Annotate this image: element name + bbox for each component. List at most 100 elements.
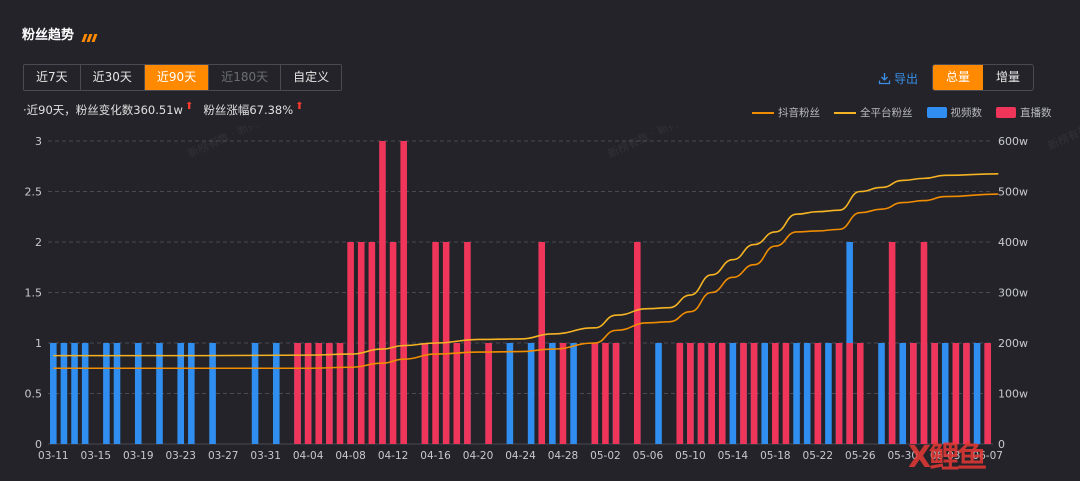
live-count-bar <box>368 242 376 444</box>
watermark-logo: X鲤鱼 <box>908 440 987 475</box>
video-count-bar <box>177 343 185 444</box>
export-button[interactable]: 导出 <box>878 70 918 87</box>
video-count-bar <box>251 343 259 444</box>
douyin-fans-line <box>53 193 999 370</box>
video-count-bar <box>803 343 811 444</box>
x-tick-label: 05-10 <box>675 450 706 462</box>
x-tick-label: 06-07 <box>972 450 1003 462</box>
live-count-bar <box>304 343 312 444</box>
x-tick-label: 05-14 <box>718 450 749 462</box>
y-tick-label-right: 400w <box>998 236 1028 249</box>
y-tick-label-right: 200w <box>998 337 1028 350</box>
live-count-bar <box>931 343 938 444</box>
video-count-bar <box>81 343 89 444</box>
live-count-bar <box>846 343 853 444</box>
rise-arrow-icon: ⬆ <box>184 100 194 112</box>
live-count-bar <box>772 343 779 444</box>
legend-line-icon <box>752 111 774 114</box>
fans-growth-text: 粉丝涨幅67.38% <box>203 103 294 117</box>
video-count-bar <box>793 343 800 444</box>
x-tick-label: 04-12 <box>378 450 409 462</box>
y-tick-label-left: 1.5 <box>25 287 43 300</box>
y-tick-label-right: 500w <box>998 186 1028 199</box>
x-tick-label: 05-22 <box>803 450 834 462</box>
live-count-bar <box>835 343 843 444</box>
x-tick-label: 03-11 <box>38 450 69 462</box>
x-tick-label: 03-15 <box>81 450 112 462</box>
live-count-bar <box>676 343 684 444</box>
legend-item-douyin[interactable]: 抖音粉丝 <box>752 105 820 120</box>
video-count-bar <box>188 343 195 444</box>
watermark-text: 新榜有数 · 新抖 <box>185 126 260 161</box>
video-count-bar <box>729 343 737 444</box>
range-180d-button[interactable]: 近180天 <box>209 65 282 90</box>
y-tick-label-left: 3 <box>35 135 42 148</box>
x-tick-label: 04-16 <box>420 450 451 462</box>
live-count-bar <box>400 141 407 444</box>
live-count-bar <box>750 343 758 444</box>
y-tick-label-left: 2 <box>35 236 42 249</box>
y-tick-label-right: 0 <box>998 438 1005 451</box>
fans-trend-chart: 0 0.5 1 1.5 2 2.5 3 0 100w 200w 300w 400w 500w 600w 03… <box>25 126 1080 462</box>
y-tick-label-left: 0 <box>35 438 42 451</box>
live-count-bar <box>379 141 386 444</box>
video-count-bar <box>825 343 832 444</box>
y-tick-label-left: 2.5 <box>25 186 43 199</box>
legend-item-video[interactable]: 视频数 <box>926 105 982 120</box>
video-count-bar <box>156 343 163 444</box>
live-count-bar <box>888 242 896 444</box>
watermark-text: 新榜有数 · 新抖 <box>605 126 680 161</box>
y-tick-label-right: 600w <box>998 135 1028 148</box>
x-tick-label: 04-28 <box>548 450 579 462</box>
legend-label: 直播数 <box>1020 107 1052 119</box>
increment-toggle-button[interactable]: 增量 <box>995 70 1020 84</box>
live-count-bar <box>538 242 546 444</box>
legend-box-icon <box>926 107 947 118</box>
x-tick-label: 05-18 <box>760 450 791 462</box>
metric-toggle: 总量 增量 <box>932 64 1034 91</box>
live-count-bar <box>687 343 694 444</box>
x-tick-label: 06-03 <box>930 450 961 462</box>
live-count-bar <box>634 242 641 444</box>
y-tick-label-right: 100w <box>998 388 1028 401</box>
live-count-bar <box>453 343 461 444</box>
video-count-bar <box>899 343 907 444</box>
x-tick-label: 05-06 <box>633 450 664 462</box>
total-toggle-button[interactable]: 总量 <box>933 65 983 90</box>
legend-item-live[interactable]: 直播数 <box>996 105 1052 120</box>
video-count-bar <box>527 343 535 444</box>
video-count-bar <box>549 343 556 444</box>
y-tick-label-left: 1 <box>35 337 42 350</box>
live-count-bar <box>315 343 323 444</box>
video-count-bar <box>71 343 78 444</box>
live-count-bar <box>920 242 928 444</box>
live-count-bar <box>718 343 726 444</box>
video-count-bar <box>761 343 769 444</box>
range-30d-button[interactable]: 近30天 <box>80 65 145 90</box>
video-count-bar <box>570 343 577 444</box>
range-7d-button[interactable]: 近7天 <box>24 65 81 90</box>
all-platform-fans-line <box>53 173 999 357</box>
export-label: 导出 <box>894 72 919 86</box>
video-count-bar <box>973 343 981 444</box>
range-90d-button[interactable]: 近90天 <box>144 65 210 90</box>
live-count-bar <box>485 343 492 444</box>
video-count-bar <box>655 343 662 444</box>
video-count-bar <box>103 343 110 444</box>
live-count-bar <box>856 343 864 444</box>
download-icon <box>878 73 891 85</box>
live-count-bar <box>984 343 991 444</box>
rise-arrow-icon: ⬆ <box>295 100 304 112</box>
live-count-bar <box>559 343 567 444</box>
y-tick-label-left: 0.5 <box>25 388 43 401</box>
legend-item-all-platform[interactable]: 全平台粉丝 <box>834 105 913 120</box>
x-tick-label: 03-31 <box>250 450 281 462</box>
x-tick-label: 04-08 <box>335 450 366 462</box>
legend-label: 抖音粉丝 <box>778 107 820 119</box>
video-count-bar <box>209 343 216 444</box>
range-custom-button[interactable]: 自定义 <box>281 65 342 90</box>
live-count-bar <box>602 343 609 444</box>
live-count-bar <box>697 343 705 444</box>
x-tick-label: 03-23 <box>165 450 196 462</box>
title-decoration-icon <box>81 27 101 42</box>
